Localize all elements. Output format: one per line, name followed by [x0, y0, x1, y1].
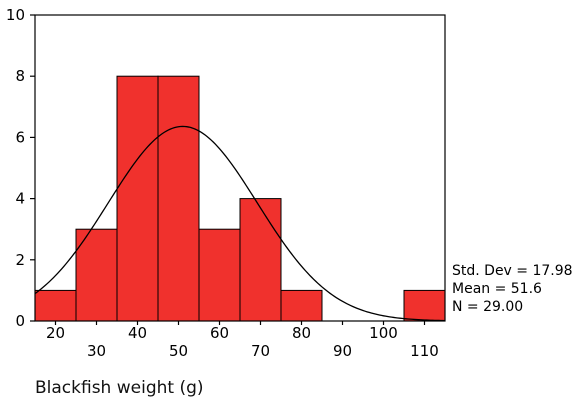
- histogram-bar-9: [403, 289, 446, 322]
- histogram-bar-0: [34, 289, 77, 322]
- n-label: N = 29.00: [452, 299, 523, 315]
- x-tick-label-8: 100: [369, 324, 398, 342]
- x-tick-label-2: 40: [128, 324, 147, 342]
- x-tick-label-1: 30: [87, 342, 106, 360]
- std-dev-label: Std. Dev = 17.98: [452, 263, 573, 279]
- histogram-bar-6: [280, 289, 323, 322]
- x-tick-label-6: 80: [292, 324, 311, 342]
- y-tick-label-3: 6: [15, 128, 25, 146]
- histogram-bar-3: [157, 75, 200, 322]
- y-axis: 0 2 4 6 8 10: [6, 6, 35, 330]
- y-tick-label-4: 8: [15, 67, 25, 85]
- histogram-bar-1: [75, 228, 118, 322]
- x-axis: 20 30 40 50 60 70 80 90 100 110: [46, 321, 439, 360]
- y-tick-label-5: 10: [6, 6, 25, 24]
- y-tick-label-2: 4: [15, 190, 25, 208]
- x-tick-label-5: 70: [251, 342, 270, 360]
- x-tick-label-4: 60: [210, 324, 229, 342]
- x-axis-label: Blackfish weight (g): [35, 378, 204, 398]
- y-tick-label-1: 2: [15, 251, 25, 269]
- y-tick-label-0: 0: [15, 312, 25, 330]
- x-tick-label-0: 20: [46, 324, 65, 342]
- mean-label: Mean = 51.6: [452, 281, 542, 297]
- histogram-bar-5: [239, 198, 282, 322]
- statistics-box: Std. Dev = 17.98 Mean = 51.6 N = 29.00: [452, 263, 573, 315]
- plot-frame: [34, 14, 446, 322]
- x-tick-label-9: 110: [410, 342, 439, 360]
- histogram-bar-4: [198, 228, 241, 322]
- normal-curve: [34, 125, 446, 322]
- histogram-bar-2: [116, 75, 159, 322]
- histogram-bars: [34, 75, 446, 322]
- x-tick-label-3: 50: [169, 342, 188, 360]
- x-tick-label-7: 90: [333, 342, 352, 360]
